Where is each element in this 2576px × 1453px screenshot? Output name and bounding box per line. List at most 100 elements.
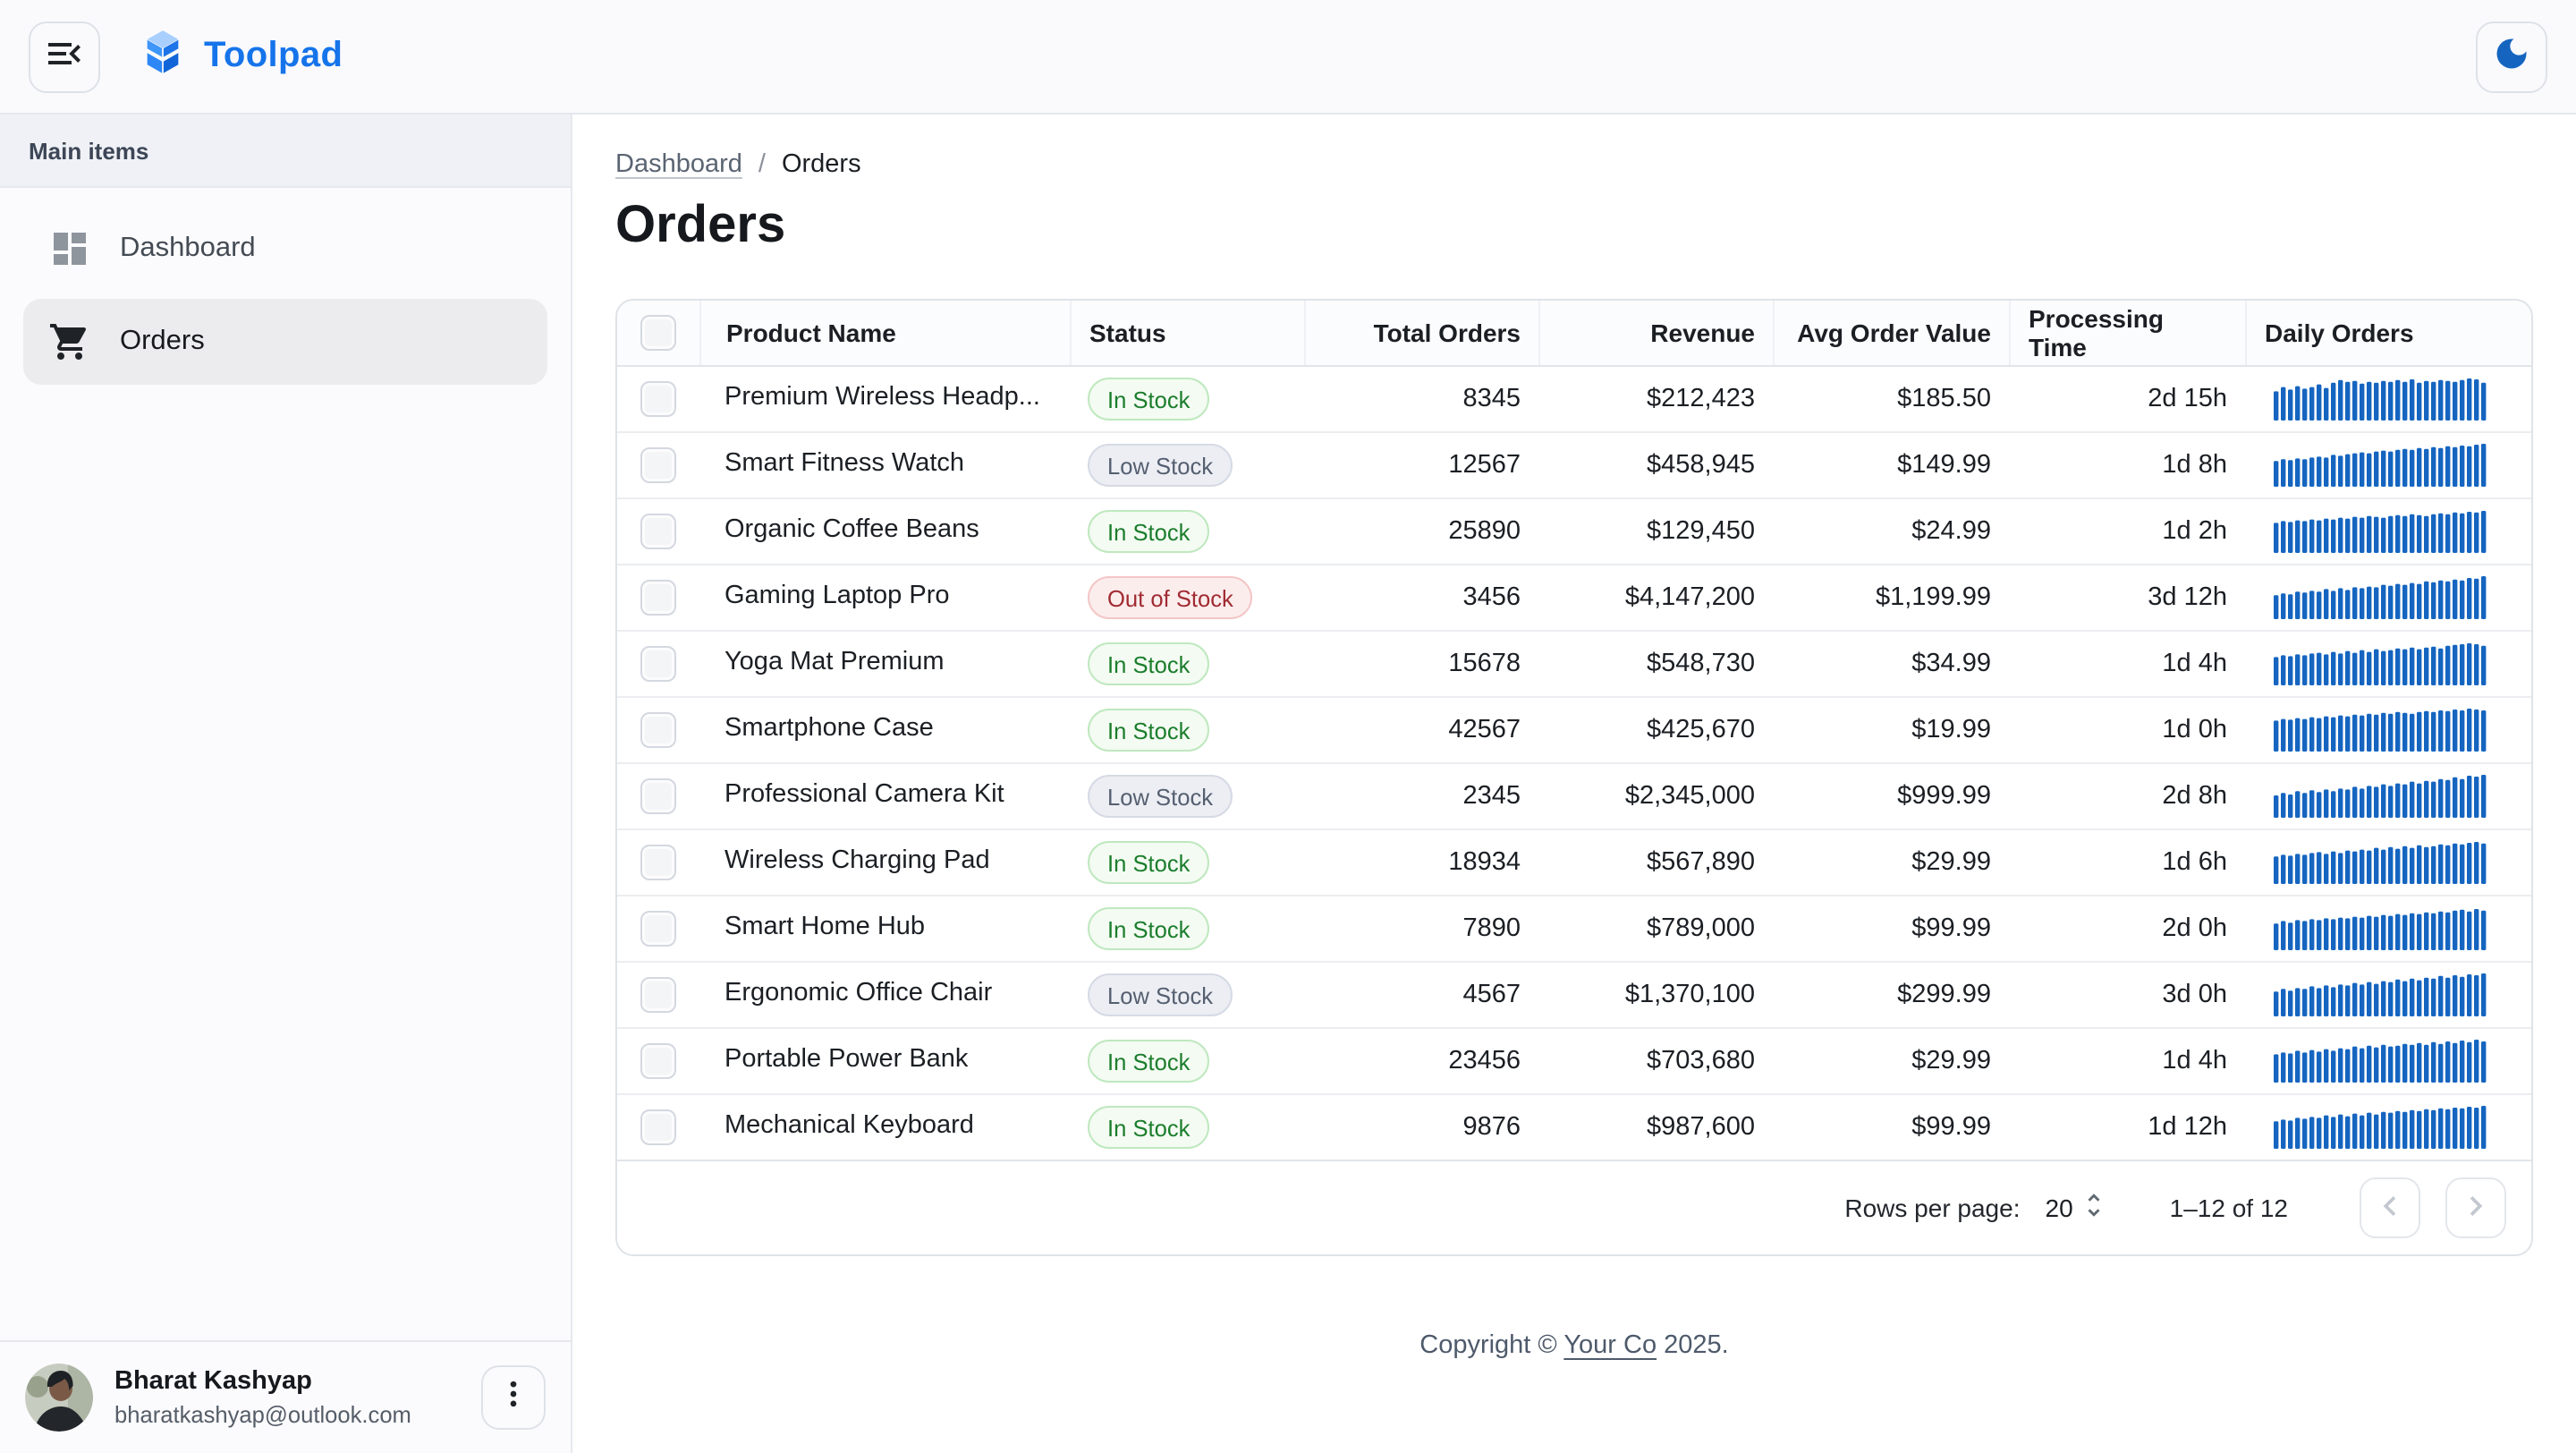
cell-product-name: Mechanical Keyboard [724,1111,974,1140]
cell-product-name: Professional Camera Kit [724,780,1004,809]
table-row[interactable]: Mechanical Keyboard In Stock 9876 $987,600 $… [617,1095,2531,1160]
user-menu-button[interactable] [481,1364,546,1430]
user-info: Bharat Kashyap bharatkashyap@outlook.com [114,1364,411,1432]
cell-daily-orders [2245,698,2531,762]
breadcrumb-separator: / [758,150,766,179]
table-pagination: Rows per page: 20 1–12 of 12 [617,1160,2531,1254]
cell-avg-order-value: $34.99 [1911,650,1991,678]
table-header-row: Product Name Status Total Orders Revenue Avg… [617,301,2531,367]
row-checkbox[interactable] [640,646,676,682]
daily-orders-sparkline [2274,973,2487,1016]
table-row[interactable]: Portable Power Bank In Stock 23456 $703,680… [617,1029,2531,1095]
row-checkbox[interactable] [640,911,676,947]
cell-revenue: $212,423 [1647,385,1755,413]
rows-per-page-label: Rows per page: [1844,1194,2021,1222]
column-header-processing-time[interactable]: Processing Time [2009,301,2245,365]
row-checkbox[interactable] [640,977,676,1013]
cell-total-orders: 9876 [1462,1113,1521,1142]
row-checkbox[interactable] [640,778,676,814]
table-row[interactable]: Smart Fitness Watch Low Stock 12567 $458,94… [617,433,2531,499]
column-header-avg-order-value[interactable]: Avg Order Value [1773,301,2009,365]
daily-orders-sparkline [2274,1106,2487,1149]
row-checkbox[interactable] [640,1043,676,1079]
row-checkbox[interactable] [640,712,676,748]
status-chip: Low Stock [1088,973,1233,1016]
breadcrumb-dashboard-link[interactable]: Dashboard [615,150,742,179]
cell-daily-orders [2245,963,2531,1027]
row-checkbox[interactable] [640,447,676,483]
user-avatar[interactable] [25,1363,93,1432]
table-row[interactable]: Smart Home Hub In Stock 7890 $789,000 $99.99… [617,896,2531,963]
sidebar-item-orders[interactable]: Orders [23,299,547,385]
user-panel: Bharat Kashyap bharatkashyap@outlook.com [0,1339,571,1453]
status-chip: In Stock [1088,841,1210,884]
table-row[interactable]: Premium Wireless Headp... In Stock 8345 $21… [617,367,2531,433]
row-checkbox[interactable] [640,845,676,880]
cell-total-orders: 18934 [1448,848,1521,877]
cell-daily-orders [2245,764,2531,828]
cell-daily-orders [2245,830,2531,895]
table-row[interactable]: Ergonomic Office Chair Low Stock 4567 $1,37… [617,963,2531,1029]
cell-product-name: Wireless Charging Pad [724,846,990,875]
status-chip: In Stock [1088,709,1210,752]
cell-processing-time: 1d 2h [2162,517,2227,546]
table-row[interactable]: Organic Coffee Beans In Stock 25890 $129,45… [617,499,2531,565]
status-chip: In Stock [1088,378,1210,421]
table-row[interactable]: Professional Camera Kit Low Stock 2345 $2,3… [617,764,2531,830]
cell-revenue: $4,147,200 [1624,583,1755,612]
column-header-total-orders[interactable]: Total Orders [1304,301,1538,365]
row-checkbox[interactable] [640,514,676,549]
row-checkbox[interactable] [640,580,676,616]
cell-status: Out of Stock [1070,565,1304,630]
row-checkbox[interactable] [640,1109,676,1145]
cell-processing-time: 3d 0h [2162,981,2227,1009]
theme-toggle-button[interactable] [2476,21,2547,92]
cell-status: In Stock [1070,1095,1304,1160]
sidebar-item-dashboard[interactable]: Dashboard [23,206,547,292]
column-header-product-name[interactable]: Product Name [699,301,1070,365]
moon-icon [2492,34,2531,79]
next-page-button[interactable] [2445,1177,2506,1238]
table-row[interactable]: Yoga Mat Premium In Stock 15678 $548,730 $34… [617,632,2531,698]
brand[interactable]: Toolpad [140,29,343,84]
row-checkbox-cell [617,499,699,564]
column-header-revenue[interactable]: Revenue [1538,301,1773,365]
cell-avg-order-value: $29.99 [1911,848,1991,877]
row-checkbox-cell [617,698,699,762]
cell-status: In Stock [1070,632,1304,696]
company-link[interactable]: Your Co [1563,1331,1657,1360]
cell-status: In Stock [1070,896,1304,961]
row-checkbox-cell [617,632,699,696]
cell-product-name: Gaming Laptop Pro [724,582,950,610]
menu-open-icon [43,32,86,81]
cell-status: In Stock [1070,830,1304,895]
copyright-footer: Copyright © Your Co 2025. [615,1331,2533,1360]
row-checkbox-cell [617,367,699,431]
cell-revenue: $1,370,100 [1624,981,1755,1009]
rows-per-page-select[interactable]: 20 [2046,1190,2109,1226]
cell-avg-order-value: $29.99 [1911,1047,1991,1075]
column-header-label: Processing Time [2029,304,2164,361]
cell-revenue: $425,670 [1647,716,1755,744]
collapse-sidebar-button[interactable] [29,21,100,92]
table-row[interactable]: Smartphone Case In Stock 42567 $425,670 $19.… [617,698,2531,764]
previous-page-button[interactable] [2360,1177,2420,1238]
status-chip: In Stock [1088,1106,1210,1149]
select-all-checkbox[interactable] [640,315,676,351]
column-header-daily-orders[interactable]: Daily Orders [2245,301,2531,365]
column-header-status[interactable]: Status [1070,301,1304,365]
daily-orders-sparkline [2274,775,2487,818]
cell-avg-order-value: $24.99 [1911,517,1991,546]
cell-total-orders: 15678 [1448,650,1521,678]
table-row[interactable]: Gaming Laptop Pro Out of Stock 3456 $4,147,… [617,565,2531,632]
row-checkbox[interactable] [640,381,676,417]
sidebar: Main items Dashboard Orders Bharat [0,115,572,1453]
app-bar: Toolpad [0,0,2576,115]
cell-status: Low Stock [1070,433,1304,497]
cell-daily-orders [2245,565,2531,630]
cell-product-name: Smart Fitness Watch [724,449,965,478]
cell-processing-time: 1d 4h [2162,650,2227,678]
row-checkbox-cell [617,1029,699,1093]
table-row[interactable]: Wireless Charging Pad In Stock 18934 $567,8… [617,830,2531,896]
column-header-label: Product Name [726,319,896,347]
